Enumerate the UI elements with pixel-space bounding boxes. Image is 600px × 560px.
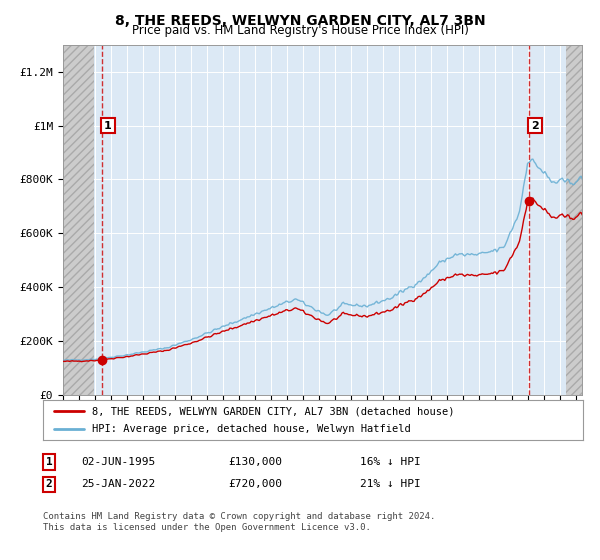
- Bar: [566, 45, 585, 395]
- Text: 1: 1: [46, 457, 53, 467]
- Text: Price paid vs. HM Land Registry's House Price Index (HPI): Price paid vs. HM Land Registry's House …: [131, 24, 469, 37]
- Text: Contains HM Land Registry data © Crown copyright and database right 2024.
This d: Contains HM Land Registry data © Crown c…: [43, 512, 436, 532]
- Text: 2: 2: [46, 479, 53, 489]
- Text: 02-JUN-1995: 02-JUN-1995: [81, 457, 155, 467]
- Text: 1: 1: [104, 120, 112, 130]
- Text: HPI: Average price, detached house, Welwyn Hatfield: HPI: Average price, detached house, Welw…: [92, 423, 410, 433]
- Text: 21% ↓ HPI: 21% ↓ HPI: [360, 479, 421, 489]
- Text: £720,000: £720,000: [228, 479, 282, 489]
- Text: £130,000: £130,000: [228, 457, 282, 467]
- Text: 16% ↓ HPI: 16% ↓ HPI: [360, 457, 421, 467]
- Text: 25-JAN-2022: 25-JAN-2022: [81, 479, 155, 489]
- Text: 8, THE REEDS, WELWYN GARDEN CITY, AL7 3BN (detached house): 8, THE REEDS, WELWYN GARDEN CITY, AL7 3B…: [92, 407, 454, 417]
- Bar: [63, 45, 94, 395]
- Text: 8, THE REEDS, WELWYN GARDEN CITY, AL7 3BN: 8, THE REEDS, WELWYN GARDEN CITY, AL7 3B…: [115, 14, 485, 28]
- Text: 2: 2: [531, 120, 539, 130]
